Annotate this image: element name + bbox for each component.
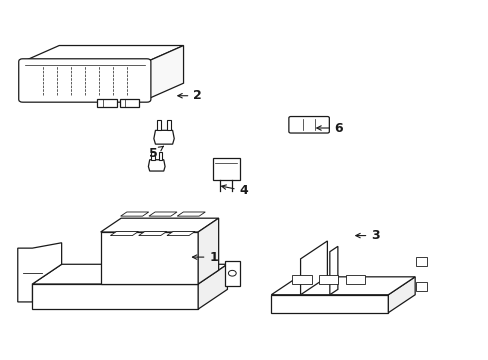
Polygon shape <box>157 121 161 130</box>
Polygon shape <box>159 152 162 160</box>
Polygon shape <box>22 45 183 62</box>
Polygon shape <box>121 212 148 216</box>
Polygon shape <box>345 275 365 284</box>
Polygon shape <box>387 277 414 313</box>
Polygon shape <box>300 241 327 295</box>
Circle shape <box>228 270 236 276</box>
Polygon shape <box>147 45 183 99</box>
Text: 2: 2 <box>178 89 202 102</box>
Polygon shape <box>154 130 174 144</box>
Polygon shape <box>415 257 427 266</box>
Polygon shape <box>149 212 177 216</box>
Polygon shape <box>101 218 218 232</box>
Polygon shape <box>110 231 138 235</box>
Polygon shape <box>148 160 165 171</box>
Text: 3: 3 <box>355 229 379 242</box>
FancyBboxPatch shape <box>19 59 151 102</box>
Polygon shape <box>139 231 166 235</box>
Polygon shape <box>318 275 338 284</box>
Polygon shape <box>198 218 218 284</box>
Polygon shape <box>32 284 198 309</box>
Polygon shape <box>271 295 387 313</box>
Polygon shape <box>97 99 117 107</box>
Text: 1: 1 <box>192 251 218 264</box>
Polygon shape <box>151 152 154 160</box>
Polygon shape <box>32 264 227 284</box>
Polygon shape <box>415 282 427 291</box>
FancyBboxPatch shape <box>288 117 329 133</box>
Polygon shape <box>177 212 205 216</box>
Polygon shape <box>101 232 198 284</box>
Polygon shape <box>329 246 337 295</box>
Polygon shape <box>224 261 239 286</box>
Text: 5: 5 <box>149 146 163 159</box>
Polygon shape <box>198 264 227 309</box>
Polygon shape <box>166 231 195 235</box>
Polygon shape <box>18 243 61 302</box>
Polygon shape <box>120 99 139 107</box>
Polygon shape <box>212 158 239 180</box>
Text: 6: 6 <box>316 122 343 135</box>
Polygon shape <box>271 277 414 295</box>
Text: 4: 4 <box>221 184 248 197</box>
Polygon shape <box>291 275 311 284</box>
Polygon shape <box>166 121 171 130</box>
